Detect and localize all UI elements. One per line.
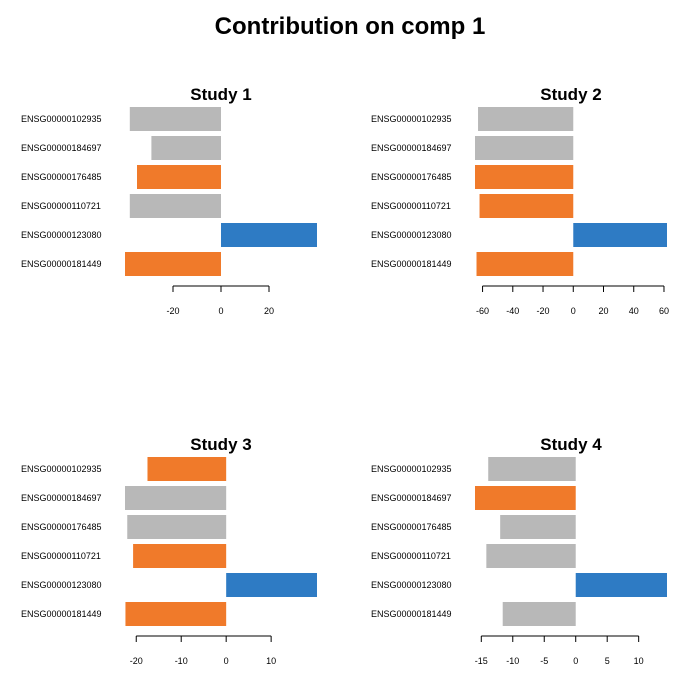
bar [502,602,576,626]
panel-title: Study 4 [540,435,602,454]
x-tick-label: -40 [506,306,519,316]
category-label: ENSG00000181449 [371,609,452,619]
bar [479,194,574,218]
bar [573,223,667,247]
category-label: ENSG00000102935 [371,464,452,474]
category-label: ENSG00000176485 [21,172,102,182]
bar [129,194,221,218]
category-label: ENSG00000102935 [21,114,102,124]
x-tick-label: 5 [605,656,610,666]
x-tick-label: 0 [571,306,576,316]
category-label: ENSG00000123080 [371,580,452,590]
bar [575,573,667,597]
x-tick-label: -15 [475,656,488,666]
bar [475,165,574,189]
category-label: ENSG00000123080 [371,230,452,240]
bar [129,107,221,131]
study-panel-2: Study 2 ENSG00000102935 ENSG00000184697 ENS… [371,85,669,316]
category-label: ENSG00000176485 [21,522,102,532]
x-tick-label: 60 [659,306,669,316]
category-label: ENSG00000110721 [21,201,101,211]
bar [475,136,574,160]
x-tick-label: -20 [537,306,550,316]
x-tick-label: 20 [598,306,608,316]
study-panel-4: Study 4 ENSG00000102935 ENSG00000184697 ENS… [371,435,667,666]
category-label: ENSG00000123080 [21,580,102,590]
bar [226,573,317,597]
x-tick-label: 0 [573,656,578,666]
x-tick-label: 20 [264,306,274,316]
bar [133,544,227,568]
panel-title: Study 2 [540,85,601,104]
category-label: ENSG00000181449 [21,609,102,619]
bar [478,107,574,131]
x-tick-label: 10 [634,656,644,666]
bar [488,457,576,481]
category-label: ENSG00000181449 [21,259,102,269]
x-tick-label: 40 [629,306,639,316]
bar [486,544,576,568]
bar [125,486,227,510]
category-label: ENSG00000184697 [371,493,452,503]
category-label: ENSG00000102935 [371,114,452,124]
panel-title: Study 3 [190,435,251,454]
category-label: ENSG00000110721 [371,551,451,561]
x-tick-label: -20 [166,306,179,316]
x-tick-label: -60 [476,306,489,316]
x-tick-label: -20 [130,656,143,666]
bar [500,515,576,539]
bar [151,136,221,160]
panel-title: Study 1 [190,85,251,104]
study-panel-1: Study 1 ENSG00000102935 ENSG00000184697 ENS… [21,85,317,316]
bar [147,457,227,481]
category-label: ENSG00000123080 [21,230,102,240]
category-label: ENSG00000102935 [21,464,102,474]
chart-title: Contribution on comp 1 [215,13,486,40]
bar [475,486,576,510]
x-tick-label: 0 [224,656,229,666]
bar [476,252,574,276]
x-tick-label: -10 [506,656,519,666]
category-label: ENSG00000176485 [371,522,452,532]
x-tick-label: 0 [218,306,223,316]
x-tick-label: -10 [175,656,188,666]
x-tick-label: -5 [540,656,548,666]
category-label: ENSG00000184697 [21,143,102,153]
study-panel-3: Study 3 ENSG00000102935 ENSG00000184697 ENS… [21,435,317,666]
bar [221,223,317,247]
category-label: ENSG00000110721 [21,551,101,561]
category-label: ENSG00000110721 [371,201,451,211]
category-label: ENSG00000181449 [371,259,452,269]
category-label: ENSG00000176485 [371,172,452,182]
bar [127,515,227,539]
category-label: ENSG00000184697 [371,143,452,153]
bar [125,252,221,276]
category-label: ENSG00000184697 [21,493,102,503]
x-tick-label: 10 [266,656,276,666]
bar [137,165,221,189]
bar [125,602,227,626]
